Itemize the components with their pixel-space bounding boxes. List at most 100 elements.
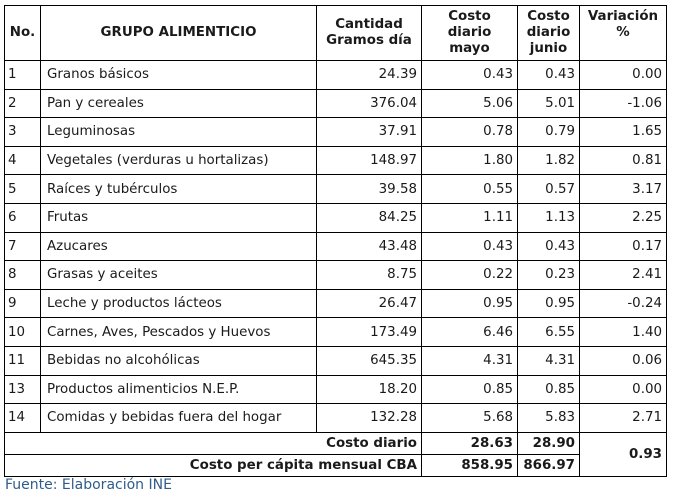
source-note: Fuente: Elaboración INE <box>5 477 172 493</box>
cell-cantidad: 39.58 <box>316 174 422 204</box>
header-junio: Costo diario junio <box>517 5 580 61</box>
variacion-total: 0.93 <box>579 431 667 477</box>
cell-cantidad: 645.35 <box>316 345 422 376</box>
cell-variacion: -0.24 <box>579 288 667 319</box>
cell-junio: 5.83 <box>517 403 580 433</box>
cell-variacion: 0.00 <box>579 60 667 90</box>
cell-mayo: 0.55 <box>421 174 518 204</box>
cell-variacion: 2.71 <box>579 403 667 433</box>
cell-mayo: 5.06 <box>421 88 518 119</box>
table-row: 5 Raíces y tubérculos 39.58 0.55 0.57 3.17 <box>4 174 667 204</box>
cell-mayo: 0.22 <box>421 260 518 290</box>
cell-junio: 1.13 <box>517 202 580 233</box>
cell-variacion: 1.65 <box>579 117 667 147</box>
cell-junio: 0.23 <box>517 260 580 290</box>
cell-mayo: 0.85 <box>421 374 518 405</box>
cell-variacion: 0.81 <box>579 145 667 176</box>
cell-no: 3 <box>4 117 41 147</box>
cell-no: 6 <box>4 202 41 233</box>
cell-no: 4 <box>4 145 41 176</box>
header-no: No. <box>4 5 41 61</box>
footer-row-costo-diario: Costo diario 28.63 28.90 0.93 <box>4 431 667 477</box>
table-row: 3 Leguminosas 37.91 0.78 0.79 1.65 <box>4 117 667 147</box>
table-row: 8 Grasas y aceites 8.75 0.22 0.23 2.41 <box>4 260 667 290</box>
cell-cantidad: 376.04 <box>316 88 422 119</box>
mensual-mayo: 858.95 <box>421 453 518 477</box>
cell-junio: 0.57 <box>517 174 580 204</box>
cell-variacion: 2.41 <box>579 260 667 290</box>
costo-diario-junio: 28.90 <box>517 431 580 455</box>
cell-mayo: 6.46 <box>421 317 518 347</box>
cell-mayo: 0.43 <box>421 231 518 262</box>
cell-cantidad: 173.49 <box>316 317 422 347</box>
cell-junio: 5.01 <box>517 88 580 119</box>
cell-junio: 4.31 <box>517 345 580 376</box>
cell-grupo: Bebidas no alcohólicas <box>40 345 317 376</box>
cell-grupo: Comidas y bebidas fuera del hogar <box>40 403 317 433</box>
cell-no: 10 <box>4 317 41 347</box>
cell-junio: 0.85 <box>517 374 580 405</box>
cell-cantidad: 43.48 <box>316 231 422 262</box>
cell-cantidad: 24.39 <box>316 60 422 90</box>
cba-cost-table: No. GRUPO ALIMENTICIO Cantidad Gramos dí… <box>4 5 667 477</box>
table-row: 14 Comidas y bebidas fuera del hogar 132.2… <box>4 403 667 433</box>
cell-grupo: Raíces y tubérculos <box>40 174 317 204</box>
cell-mayo: 4.31 <box>421 345 518 376</box>
cell-mayo: 1.11 <box>421 202 518 233</box>
cell-grupo: Frutas <box>40 202 317 233</box>
table-row: 11 Bebidas no alcohólicas 645.35 4.31 4.31 0.… <box>4 345 667 376</box>
mensual-label: Costo per cápita mensual CBA <box>4 453 422 477</box>
cell-junio: 0.95 <box>517 288 580 319</box>
cell-mayo: 5.68 <box>421 403 518 433</box>
footer-row-mensual: Costo per cápita mensual CBA 858.95 866.… <box>4 453 667 477</box>
cell-no: 8 <box>4 260 41 290</box>
cell-no: 13 <box>4 374 41 405</box>
cell-variacion: 0.17 <box>579 231 667 262</box>
cell-cantidad: 84.25 <box>316 202 422 233</box>
cell-variacion: 1.40 <box>579 317 667 347</box>
cell-cantidad: 18.20 <box>316 374 422 405</box>
cell-junio: 6.55 <box>517 317 580 347</box>
cell-variacion: -1.06 <box>579 88 667 119</box>
cell-no: 5 <box>4 174 41 204</box>
cell-no: 11 <box>4 345 41 376</box>
table-row: 9 Leche y productos lácteos 26.47 0.95 0.95-… <box>4 288 667 319</box>
table-row: 2 Pan y cereales 376.04 5.06 5.01 -1.06 <box>4 88 667 119</box>
cell-cantidad: 37.91 <box>316 117 422 147</box>
mensual-junio: 866.97 <box>517 453 580 477</box>
table-row: 4 Vegetales (verduras u hortalizas) 148.97… <box>4 145 667 176</box>
cell-grupo: Azucares <box>40 231 317 262</box>
cell-mayo: 0.78 <box>421 117 518 147</box>
cell-grupo: Grasas y aceites <box>40 260 317 290</box>
cell-junio: 1.82 <box>517 145 580 176</box>
cell-junio: 0.43 <box>517 231 580 262</box>
cell-no: 14 <box>4 403 41 433</box>
cell-cantidad: 8.75 <box>316 260 422 290</box>
table-footer: Costo diario 28.63 28.90 0.93 Costo per … <box>4 431 667 477</box>
header-cantidad: Cantidad Gramos día <box>316 5 422 61</box>
cell-variacion: 3.17 <box>579 174 667 204</box>
cell-grupo: Leche y productos lácteos <box>40 288 317 319</box>
table-row: 6 Frutas 84.25 1.11 1.13 2.25 <box>4 202 667 233</box>
cell-grupo: Carnes, Aves, Pescados y Huevos <box>40 317 317 347</box>
cell-no: 2 <box>4 88 41 119</box>
table-row: 10 Carnes, Aves, Pescados y Huevos 173.49 6… <box>4 317 667 347</box>
cell-cantidad: 148.97 <box>316 145 422 176</box>
cell-cantidad: 26.47 <box>316 288 422 319</box>
cell-variacion: 0.00 <box>579 374 667 405</box>
cell-variacion: 0.06 <box>579 345 667 376</box>
cell-variacion: 2.25 <box>579 202 667 233</box>
cell-cantidad: 132.28 <box>316 403 422 433</box>
cell-junio: 0.79 <box>517 117 580 147</box>
table-row: 13 Productos alimenticios N.E.P. 18.20 0.85… <box>4 374 667 405</box>
cell-grupo: Productos alimenticios N.E.P. <box>40 374 317 405</box>
cell-no: 7 <box>4 231 41 262</box>
table-body: 1 Granos básicos 24.39 0.43 0.43 0.00 2 Pan y c… <box>4 60 667 433</box>
cell-grupo: Vegetales (verduras u hortalizas) <box>40 145 317 176</box>
header-variacion: Variación % <box>579 5 667 61</box>
cell-grupo: Granos básicos <box>40 60 317 90</box>
cell-no: 1 <box>4 60 41 90</box>
table-row: 1 Granos básicos 24.39 0.43 0.43 0.00 <box>4 60 667 90</box>
cell-no: 9 <box>4 288 41 319</box>
cell-mayo: 1.80 <box>421 145 518 176</box>
